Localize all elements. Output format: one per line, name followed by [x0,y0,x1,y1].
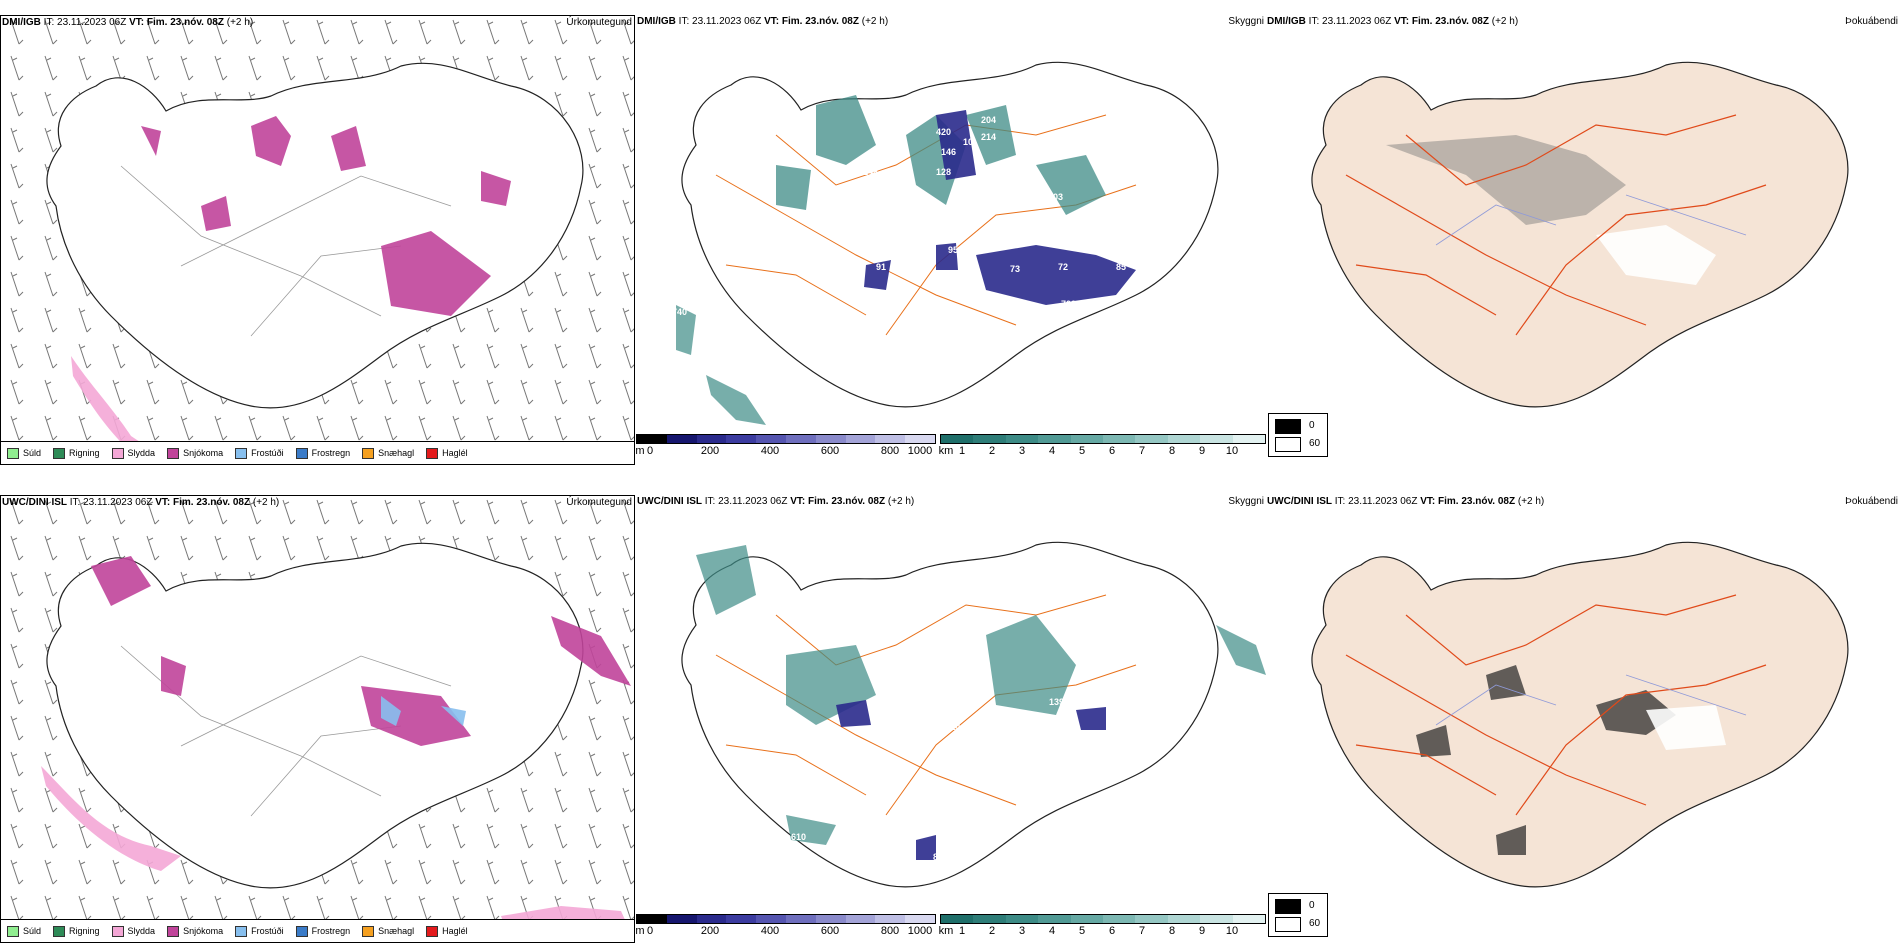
svg-text:91: 91 [876,262,886,272]
precip-legend-bottom: Súld Rigning Slydda Snjókoma Frostúði Fr… [1,919,634,942]
svg-text:540: 540 [966,197,981,207]
svg-text:885: 885 [1146,147,1161,157]
svg-text:116: 116 [886,142,901,152]
svg-text:114: 114 [946,722,961,732]
cloud-map-top: 890 520 116 420 146 10 204 214 148 128 3… [672,61,1219,425]
visibility-labels-bottom: 117 94 114 139 520 100 101 75 122 610 80… [706,697,1129,870]
svg-text:740: 740 [672,307,687,317]
svg-text:700: 700 [1061,299,1076,309]
header-precip-bottom: UWC/DINI ISL IT: 23.11.2023 06Z VT: Fim.… [2,497,632,508]
fog-legend-top: 0 60 [1268,413,1328,457]
svg-text:890: 890 [781,127,796,137]
svg-text:80: 80 [933,852,943,862]
svg-text:125: 125 [891,247,906,257]
svg-text:520: 520 [891,97,906,107]
cloud-panel-top: 890 520 116 420 146 10 204 214 148 128 3… [636,15,1266,465]
header-cloud-top: DMI/IGB IT: 23.11.2023 06Z VT: Fim. 23.n… [637,16,1264,27]
precip-legend-top: Súld Rigning Slydda Snjókoma Frostúði Fr… [1,441,634,464]
scale-m-top: m 0 200 400 600 800 1000 [636,434,936,458]
precip-panel-top: DMI/IGB IT: 23.11.2023 06Z VT: Fim. 23.n… [0,15,635,465]
svg-text:28: 28 [898,227,908,237]
fog-legend-bottom: 0 60 [1268,893,1328,937]
svg-text:83: 83 [906,860,916,870]
svg-text:85: 85 [1116,262,1126,272]
svg-text:520: 520 [1029,715,1044,725]
cloud-title-top: Skyggni [1228,16,1264,27]
svg-text:73: 73 [1010,264,1020,274]
scale-km-bottom: km 1 2 3 4 5 6 7 8 9 10 [939,914,1266,938]
fog-panel-bottom: UWC/DINI ISL IT: 23.11.2023 06Z VT: Fim.… [1266,495,1900,945]
svg-text:24: 24 [706,827,716,837]
cloud-title-bottom: Skyggni [1228,496,1264,507]
deep-cloud-areas [864,110,1136,305]
svg-text:75: 75 [1056,742,1066,752]
fog-map-bottom [1311,541,1849,888]
precip-map-bottom [1,496,634,942]
low-cloud-areas [776,95,1106,215]
svg-text:146: 146 [941,147,956,157]
scale-m-bottom: m 0 200 400 600 800 1000 [636,914,936,938]
scale-km-top: km 1 2 3 4 5 6 7 8 9 10 [939,434,1266,458]
svg-text:95: 95 [948,245,958,255]
svg-text:101: 101 [1012,744,1027,754]
svg-text:122: 122 [1181,157,1196,167]
snow-areas [141,116,511,316]
svg-text:100: 100 [996,737,1011,747]
svg-text:94: 94 [881,727,891,737]
svg-text:75: 75 [1026,235,1036,245]
svg-text:10: 10 [963,137,973,147]
fog-panel-top: DMI/IGB IT: 23.11.2023 06Z VT: Fim. 23.n… [1266,15,1900,465]
header-precip-top: DMI/IGB IT: 23.11.2023 06Z VT: Fim. 23.n… [2,17,632,28]
svg-text:735: 735 [714,352,729,362]
cloud-map-bottom: 117 94 114 139 520 100 101 75 122 610 80… [681,541,1266,888]
visibility-labels-top: 890 520 116 420 146 10 204 214 148 128 3… [672,97,1196,392]
svg-text:214: 214 [981,132,996,142]
precip-title-top: Úrkomutegund [566,17,632,28]
fog-title-bottom: Þokuábendi [1845,496,1898,507]
precip-map-top [1,16,634,464]
svg-text:204: 204 [981,115,996,125]
svg-text:37: 37 [976,162,986,172]
cloud-panel-bottom: 117 94 114 139 520 100 101 75 122 610 80… [636,495,1266,945]
svg-text:64: 64 [971,182,981,192]
header-fog-top: DMI/IGB IT: 23.11.2023 06Z VT: Fim. 23.n… [1267,16,1898,27]
svg-text:610: 610 [791,832,806,842]
fog-title-top: Þokuábendi [1845,16,1898,27]
svg-text:148: 148 [863,167,878,177]
fog-map-top [1311,61,1849,408]
header-cloud-bottom: UWC/DINI ISL IT: 23.11.2023 06Z VT: Fim.… [637,496,1264,507]
svg-text:103: 103 [1048,192,1063,202]
header-fog-bottom: UWC/DINI ISL IT: 23.11.2023 06Z VT: Fim.… [1267,496,1898,507]
svg-text:117: 117 [896,707,911,717]
svg-text:139: 139 [1049,697,1064,707]
svg-text:420: 420 [936,127,951,137]
svg-text:128: 128 [936,167,951,177]
svg-text:122: 122 [1114,744,1129,754]
svg-text:72: 72 [1058,262,1068,272]
svg-text:115: 115 [1048,215,1063,225]
precip-title-bottom: Úrkomutegund [566,497,632,508]
precip-panel-bottom: UWC/DINI ISL IT: 23.11.2023 06Z VT: Fim.… [0,495,635,943]
svg-text:715: 715 [936,382,951,392]
